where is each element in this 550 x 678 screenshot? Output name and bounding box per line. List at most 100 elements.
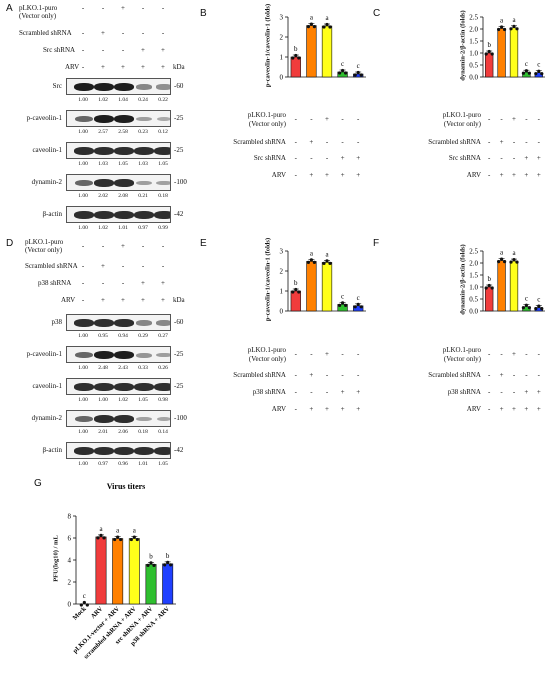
y-tick-label: 0.5 — [469, 62, 478, 70]
data-point — [527, 71, 531, 75]
data-point — [152, 563, 156, 567]
significance-letter: c — [537, 61, 540, 69]
sign-mark: + — [356, 388, 361, 396]
data-point — [163, 563, 167, 567]
sign-mark: - — [525, 371, 528, 379]
protein-band — [136, 416, 152, 422]
sign-mark: - — [488, 350, 491, 358]
densitometry-value: 1.00 — [78, 365, 88, 371]
cond-label-arv: ARV — [65, 63, 80, 71]
sign-mark: - — [81, 279, 85, 287]
sign-mark: + — [499, 405, 504, 413]
densitometry-value: 1.02 — [98, 97, 108, 103]
sign-mark: + — [512, 405, 516, 413]
sign-mark: - — [81, 296, 85, 304]
sign-mark: + — [524, 388, 529, 396]
y-tick-label: 6 — [68, 535, 72, 543]
sign-mark: + — [309, 171, 314, 179]
densitometry-value: 1.02 — [98, 225, 108, 231]
data-point — [325, 22, 329, 27]
data-point — [509, 27, 513, 31]
y-tick-label: 2.5 — [469, 14, 478, 22]
data-point — [85, 603, 89, 607]
densitometry-value: 1.00 — [78, 225, 88, 231]
chart-panel-b: 0 1 2 3 b a a c c p-caveolin-1/caveolin-1 (folds)… — [200, 4, 370, 188]
data-point — [96, 536, 100, 540]
chart-panel-e: 0 1 2 3 b a a c c p-caveolin-1/caveolin-1 (folds)… — [200, 238, 370, 418]
sign-mark: + — [536, 171, 541, 179]
data-point — [129, 537, 133, 542]
protein-band — [114, 179, 134, 187]
protein-band — [114, 383, 134, 391]
sign-mark: - — [161, 242, 165, 250]
molecular-weight: -25 — [174, 146, 184, 154]
protein-band — [114, 319, 134, 327]
condition-label: Scrambled shRNA — [233, 371, 286, 379]
data-point — [534, 72, 538, 76]
densitometry-value: 1.00 — [78, 397, 88, 403]
data-point — [344, 303, 348, 307]
sign-mark: - — [500, 154, 503, 162]
y-tick-label: 2 — [280, 268, 284, 276]
sign-mark: - — [294, 405, 297, 413]
significance-letter: c — [537, 296, 540, 304]
sign-mark: - — [294, 388, 297, 396]
protein-band — [154, 383, 170, 391]
densitometry-value: 1.05 — [158, 161, 168, 167]
y-tick-label: 2.5 — [469, 248, 478, 256]
kda-label: kDa — [173, 296, 185, 304]
data-point — [79, 603, 83, 607]
sign-mark: - — [294, 138, 297, 146]
significance-letter: b — [166, 552, 170, 560]
sign-mark: - — [141, 262, 145, 270]
cond-label-plko: pLKO.1-puro — [25, 238, 64, 246]
data-point — [306, 260, 310, 264]
sign-mark: + — [141, 296, 145, 304]
densitometry-value: 2.58 — [118, 129, 128, 135]
chart-title: Virus titers — [107, 482, 146, 491]
data-point — [512, 257, 516, 262]
data-point — [322, 261, 326, 265]
densitometry-value: 2.01 — [98, 429, 108, 435]
data-point — [527, 306, 531, 310]
protein-band — [136, 180, 152, 186]
sign-mark: + — [121, 296, 125, 304]
sign-mark: - — [341, 138, 344, 146]
y-tick-label: 3 — [280, 248, 284, 256]
densitometry-value: 0.97 — [98, 461, 108, 467]
sign-mark: - — [121, 279, 125, 287]
protein-band — [114, 447, 134, 455]
sign-mark: + — [524, 405, 529, 413]
sign-mark: + — [536, 154, 541, 162]
densitometry-value: 0.98 — [158, 397, 168, 403]
sign-mark: - — [357, 350, 360, 358]
sign-mark: + — [101, 63, 105, 71]
y-tick-label: 0 — [68, 601, 72, 609]
bar — [497, 28, 506, 78]
sign-mark: - — [512, 138, 516, 146]
sign-mark: - — [81, 46, 85, 54]
data-point — [135, 537, 139, 542]
densitometry-value: 1.00 — [78, 97, 88, 103]
data-point — [356, 70, 360, 75]
y-tick-label: 0 — [280, 74, 284, 82]
data-point — [341, 301, 345, 305]
protein-band — [114, 351, 134, 359]
significance-letter: b — [149, 552, 153, 560]
y-axis-label: p-caveolin-1/caveolin-1 (folds) — [264, 3, 272, 88]
protein-band — [134, 211, 154, 219]
molecular-weight: -60 — [174, 318, 184, 326]
sign-mark: - — [310, 154, 313, 162]
protein-band — [136, 116, 152, 122]
sign-mark: - — [341, 350, 344, 358]
data-point — [353, 73, 357, 77]
sign-mark: - — [488, 388, 491, 396]
sign-mark: + — [161, 296, 165, 304]
sign-mark: - — [488, 405, 491, 413]
y-tick-label: 3 — [280, 14, 284, 22]
densitometry-value: 0.97 — [138, 225, 148, 231]
sign-mark: - — [512, 154, 516, 162]
densitometry-value: 1.03 — [138, 161, 148, 167]
bar — [509, 260, 519, 312]
densitometry-value: 2.48 — [98, 365, 108, 371]
